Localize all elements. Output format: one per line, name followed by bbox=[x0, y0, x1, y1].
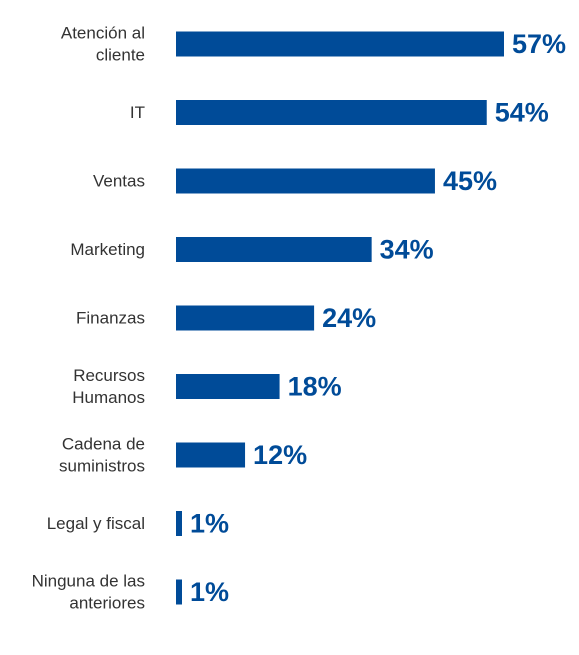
bar-1 bbox=[176, 100, 487, 125]
value-label-8: 1% bbox=[190, 577, 229, 607]
category-label-line: Ventas bbox=[93, 172, 145, 191]
category-label-5: Recursos Humanos bbox=[72, 366, 145, 407]
value-label-4: 24% bbox=[322, 303, 376, 333]
value-label-3: 34% bbox=[380, 235, 434, 265]
category-label-2: Ventas bbox=[93, 172, 145, 191]
category-label-1: IT bbox=[130, 103, 145, 122]
bars-group bbox=[176, 31, 504, 605]
category-label-8: Ninguna de las anteriores bbox=[32, 572, 145, 613]
category-label-line: Ninguna de las bbox=[32, 572, 145, 591]
category-label-6: Cadena de suministros bbox=[59, 435, 145, 476]
value-label-0: 57% bbox=[512, 29, 566, 59]
value-labels-group: 57% 54% 45% 34% 24% 18% 12% 1% 1% bbox=[190, 29, 566, 607]
category-label-line: IT bbox=[130, 103, 145, 122]
category-label-line: Cadena de bbox=[62, 435, 145, 454]
category-labels-group: Atención al cliente IT Ventas Marketing Finan… bbox=[32, 24, 145, 613]
category-label-line: suministros bbox=[59, 457, 145, 476]
bar-5 bbox=[176, 374, 280, 399]
category-label-7: Legal y fiscal bbox=[47, 514, 145, 533]
bar-0 bbox=[176, 31, 504, 57]
bar-7 bbox=[176, 511, 182, 536]
category-label-line: Marketing bbox=[70, 240, 145, 259]
category-label-line: anteriores bbox=[69, 594, 145, 613]
value-label-1: 54% bbox=[495, 98, 549, 128]
category-label-line: Finanzas bbox=[76, 309, 145, 328]
bar-4 bbox=[176, 305, 315, 331]
bar-6 bbox=[176, 442, 246, 468]
category-label-line: Recursos bbox=[73, 366, 145, 385]
value-label-7: 1% bbox=[190, 509, 229, 539]
category-label-line: Humanos bbox=[72, 388, 145, 407]
value-label-2: 45% bbox=[443, 166, 497, 196]
category-label-line: Legal y fiscal bbox=[47, 514, 145, 533]
bar-2 bbox=[176, 168, 435, 194]
value-label-6: 12% bbox=[253, 440, 307, 470]
category-label-line: Atención al bbox=[61, 24, 145, 43]
category-label-0: Atención al cliente bbox=[61, 24, 145, 65]
category-label-3: Marketing bbox=[70, 240, 145, 259]
category-label-4: Finanzas bbox=[76, 309, 145, 328]
value-label-5: 18% bbox=[288, 372, 342, 402]
category-label-line: cliente bbox=[96, 46, 145, 65]
bar-3 bbox=[176, 237, 372, 262]
bar-8 bbox=[176, 579, 182, 605]
